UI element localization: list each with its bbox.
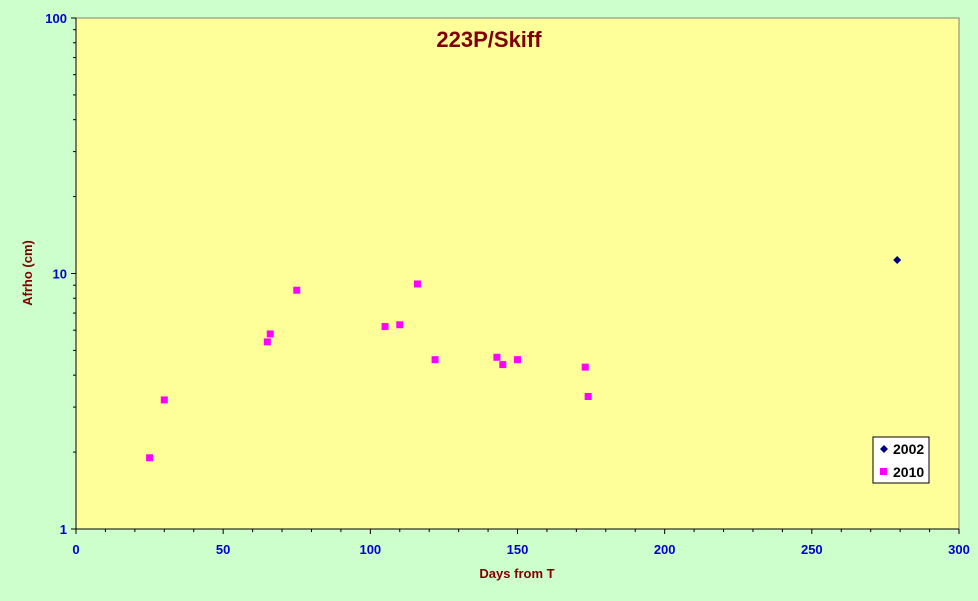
data-point-2010 (293, 286, 301, 294)
plot-area (75, 17, 960, 530)
legend-label-2010: 2010 (893, 464, 924, 480)
x-tick-label: 150 (507, 542, 529, 557)
data-point-2010 (263, 338, 271, 346)
data-point-2010 (431, 356, 439, 364)
data-point-2010 (514, 356, 521, 364)
legend-marker-2002 (880, 445, 888, 453)
y-tick-label: 1 (60, 522, 67, 537)
data-point-2002 (893, 255, 902, 264)
x-tick-label: 0 (72, 542, 79, 557)
data-point-2010 (493, 353, 501, 361)
x-tick-label: 100 (359, 542, 381, 557)
legend-box (872, 436, 930, 484)
x-ticks: 0 50 100 150 200 250 300 (72, 529, 970, 557)
x-tick-label: 250 (801, 542, 823, 557)
data-point-2010 (381, 323, 389, 331)
y-axis-title: Afrho (cm) (20, 240, 35, 306)
legend-marker-2010 (880, 468, 887, 475)
data-point-2010 (581, 363, 589, 371)
x-tick-label: 50 (216, 542, 230, 557)
data-point-2010 (584, 393, 592, 401)
x-axis-title: Days from T (479, 566, 554, 581)
chart-title: 223P/Skiff (436, 27, 542, 52)
data-point-2010 (146, 454, 154, 462)
data-point-2010 (396, 321, 404, 329)
data-point-2010 (160, 396, 168, 404)
legend-label-2002: 2002 (893, 441, 924, 457)
x-tick-label: 200 (654, 542, 676, 557)
data-point-2010 (413, 280, 421, 288)
x-tick-label: 300 (948, 542, 970, 557)
y-ticks: 1 10 100 (45, 11, 76, 537)
legend: 2002 2010 (872, 436, 930, 484)
y-tick-label: 10 (53, 267, 67, 282)
data-point-2010 (266, 330, 274, 338)
data-point-2010 (499, 361, 507, 369)
y-tick-label: 100 (45, 11, 67, 26)
data-points (146, 255, 902, 462)
